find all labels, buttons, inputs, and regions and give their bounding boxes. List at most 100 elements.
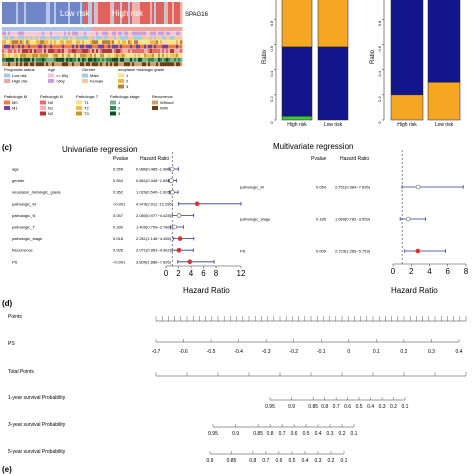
legend-swatch bbox=[40, 111, 46, 116]
heatmap-annotation-cell bbox=[168, 49, 171, 53]
legend-swatch bbox=[40, 106, 46, 110]
heatmap-annotation-cell bbox=[72, 31, 75, 36]
legend-title: Pathologic stage bbox=[110, 94, 140, 99]
heatmap-annotation-cell bbox=[80, 31, 83, 36]
heatmap-annotation-cell bbox=[22, 40, 25, 45]
heatmap-annotation-cell bbox=[158, 49, 161, 53]
nomogram-ps-tick-label: -0.5 bbox=[207, 349, 216, 355]
heatmap-annotation-cell bbox=[108, 62, 111, 67]
heatmap-annotation-cell bbox=[154, 62, 157, 67]
heatmap-annotation-cell bbox=[10, 53, 13, 58]
heatmap-expression-cell bbox=[174, 2, 177, 24]
legend-item-label: T2 bbox=[84, 106, 89, 111]
heatmap-annotation-cell bbox=[158, 57, 161, 62]
heatmap-annotation-cell bbox=[98, 27, 101, 31]
heatmap-annotation-cell bbox=[42, 49, 45, 53]
heatmap-annotation-cell bbox=[34, 49, 37, 53]
heatmap-annotation-cell bbox=[82, 53, 85, 58]
heatmap-annotation-cell bbox=[170, 44, 173, 49]
heatmap-annotation-cell bbox=[44, 49, 47, 53]
heatmap-annotation-cell bbox=[46, 44, 49, 49]
stacked-bar-segment bbox=[390, 0, 424, 96]
heatmap-annotation-cell bbox=[120, 49, 123, 53]
heatmap-expression-cell bbox=[168, 2, 171, 24]
heatmap-annotation-cell bbox=[86, 49, 89, 53]
heatmap-annotation-cell bbox=[72, 27, 75, 31]
univariate-title: Univariate regression bbox=[62, 145, 138, 154]
heatmap-annotation-cell bbox=[70, 31, 73, 36]
heatmap-annotation-cell bbox=[166, 40, 169, 45]
heatmap-annotation-cell bbox=[140, 57, 143, 62]
heatmap-annotation-cell bbox=[156, 57, 159, 62]
heatmap-annotation-cell bbox=[134, 44, 137, 49]
legend-item-label: 1 bbox=[126, 73, 129, 78]
heatmap-annotation-cell bbox=[128, 53, 131, 58]
heatmap-annotation-cell bbox=[112, 31, 115, 36]
heatmap-annotation-cell bbox=[172, 49, 175, 53]
heatmap-annotation-cell bbox=[100, 62, 103, 67]
forest-row-name: pathologic_M bbox=[12, 201, 36, 206]
heatmap-annotation-cell bbox=[102, 35, 105, 40]
heatmap-expression-cell bbox=[50, 2, 53, 24]
heatmap-annotation-cell bbox=[132, 53, 135, 58]
heatmap-annotation-cell bbox=[54, 40, 57, 45]
bar-y-tick-label: 0.8 bbox=[377, 20, 382, 26]
heatmap-annotation-cell bbox=[130, 57, 133, 62]
nomogram-survival-tick-label: 0.4 bbox=[367, 404, 374, 410]
heatmap-annotation-cell bbox=[8, 40, 11, 45]
nomogram-survival-tick-label: 0.7 bbox=[333, 404, 340, 410]
nomogram-survival-tick-label: 0.8 bbox=[249, 458, 256, 464]
heatmap-annotation-cell bbox=[88, 62, 91, 67]
heatmap-annotation-cell bbox=[150, 27, 153, 31]
heatmap-annotation-cell bbox=[6, 57, 9, 62]
heatmap-annotation-cell bbox=[14, 62, 17, 67]
forest-hr-point bbox=[172, 224, 178, 230]
heatmap-annotation-cell bbox=[136, 31, 139, 36]
heatmap-annotation-cell bbox=[88, 40, 91, 45]
multivariate-pvalue-header: Pvalue bbox=[311, 156, 327, 162]
heatmap-annotation-cell bbox=[102, 27, 105, 31]
heatmap-annotation-cell bbox=[158, 44, 161, 49]
heatmap-expression-cell bbox=[66, 2, 69, 24]
heatmap-annotation-cell bbox=[16, 57, 19, 62]
heatmap-expression-cell bbox=[72, 2, 75, 24]
nomogram-total-points-label: Total Points bbox=[8, 369, 34, 375]
heatmap-annotation-cell bbox=[176, 62, 179, 67]
heatmap-annotation-cell bbox=[36, 27, 39, 31]
heatmap-annotation-cell bbox=[92, 31, 95, 36]
heatmap-annotation-cell bbox=[120, 27, 123, 31]
heatmap-annotation-cell bbox=[156, 49, 159, 53]
heatmap-annotation-cell bbox=[46, 40, 49, 45]
heatmap-annotation-cell bbox=[98, 62, 101, 67]
heatmap-annotation-cell bbox=[138, 62, 141, 67]
forest-hr-point bbox=[170, 189, 175, 195]
heatmap-annotation-cell bbox=[54, 31, 57, 36]
heatmap-annotation-cell bbox=[56, 35, 59, 40]
heatmap-annotation-cell bbox=[176, 49, 179, 53]
heatmap-annotation-cell bbox=[34, 35, 37, 40]
heatmap-annotation-cell bbox=[68, 27, 71, 31]
heatmap-annotation-cell bbox=[130, 49, 133, 53]
heatmap-annotation-cell bbox=[160, 62, 163, 67]
legend-title: Age bbox=[48, 67, 56, 72]
heatmap-annotation-cell bbox=[56, 49, 59, 53]
heatmap-annotation-cell bbox=[166, 49, 169, 53]
heatmap-annotation-cell bbox=[8, 31, 11, 36]
forest-x-tick-label: 8 bbox=[464, 267, 469, 276]
heatmap-annotation-cell bbox=[2, 44, 5, 49]
heatmap-annotation-cell bbox=[88, 27, 91, 31]
univariate-forest-plot: 0 2 4 6 8 12 age 0.955 0.980(0.485~1.980) gender 0… bbox=[12, 152, 246, 278]
heatmap-annotation-cell bbox=[2, 53, 5, 58]
heatmap-annotation-cell bbox=[172, 57, 175, 62]
heatmap-annotation-cell bbox=[84, 27, 87, 31]
heatmap-annotation-cell bbox=[122, 44, 125, 49]
heatmap-annotation-cell bbox=[56, 62, 59, 67]
heatmap-annotation-cell bbox=[14, 35, 17, 40]
heatmap-annotation-cell bbox=[118, 53, 121, 58]
heatmap-expression-cell bbox=[106, 2, 109, 24]
forest-row-name: age bbox=[12, 167, 19, 172]
heatmap-annotation-cell bbox=[56, 44, 59, 49]
heatmap-annotation-cell bbox=[42, 27, 45, 31]
heatmap-annotation-cell bbox=[138, 49, 141, 53]
heatmap-annotation-cell bbox=[164, 35, 167, 40]
